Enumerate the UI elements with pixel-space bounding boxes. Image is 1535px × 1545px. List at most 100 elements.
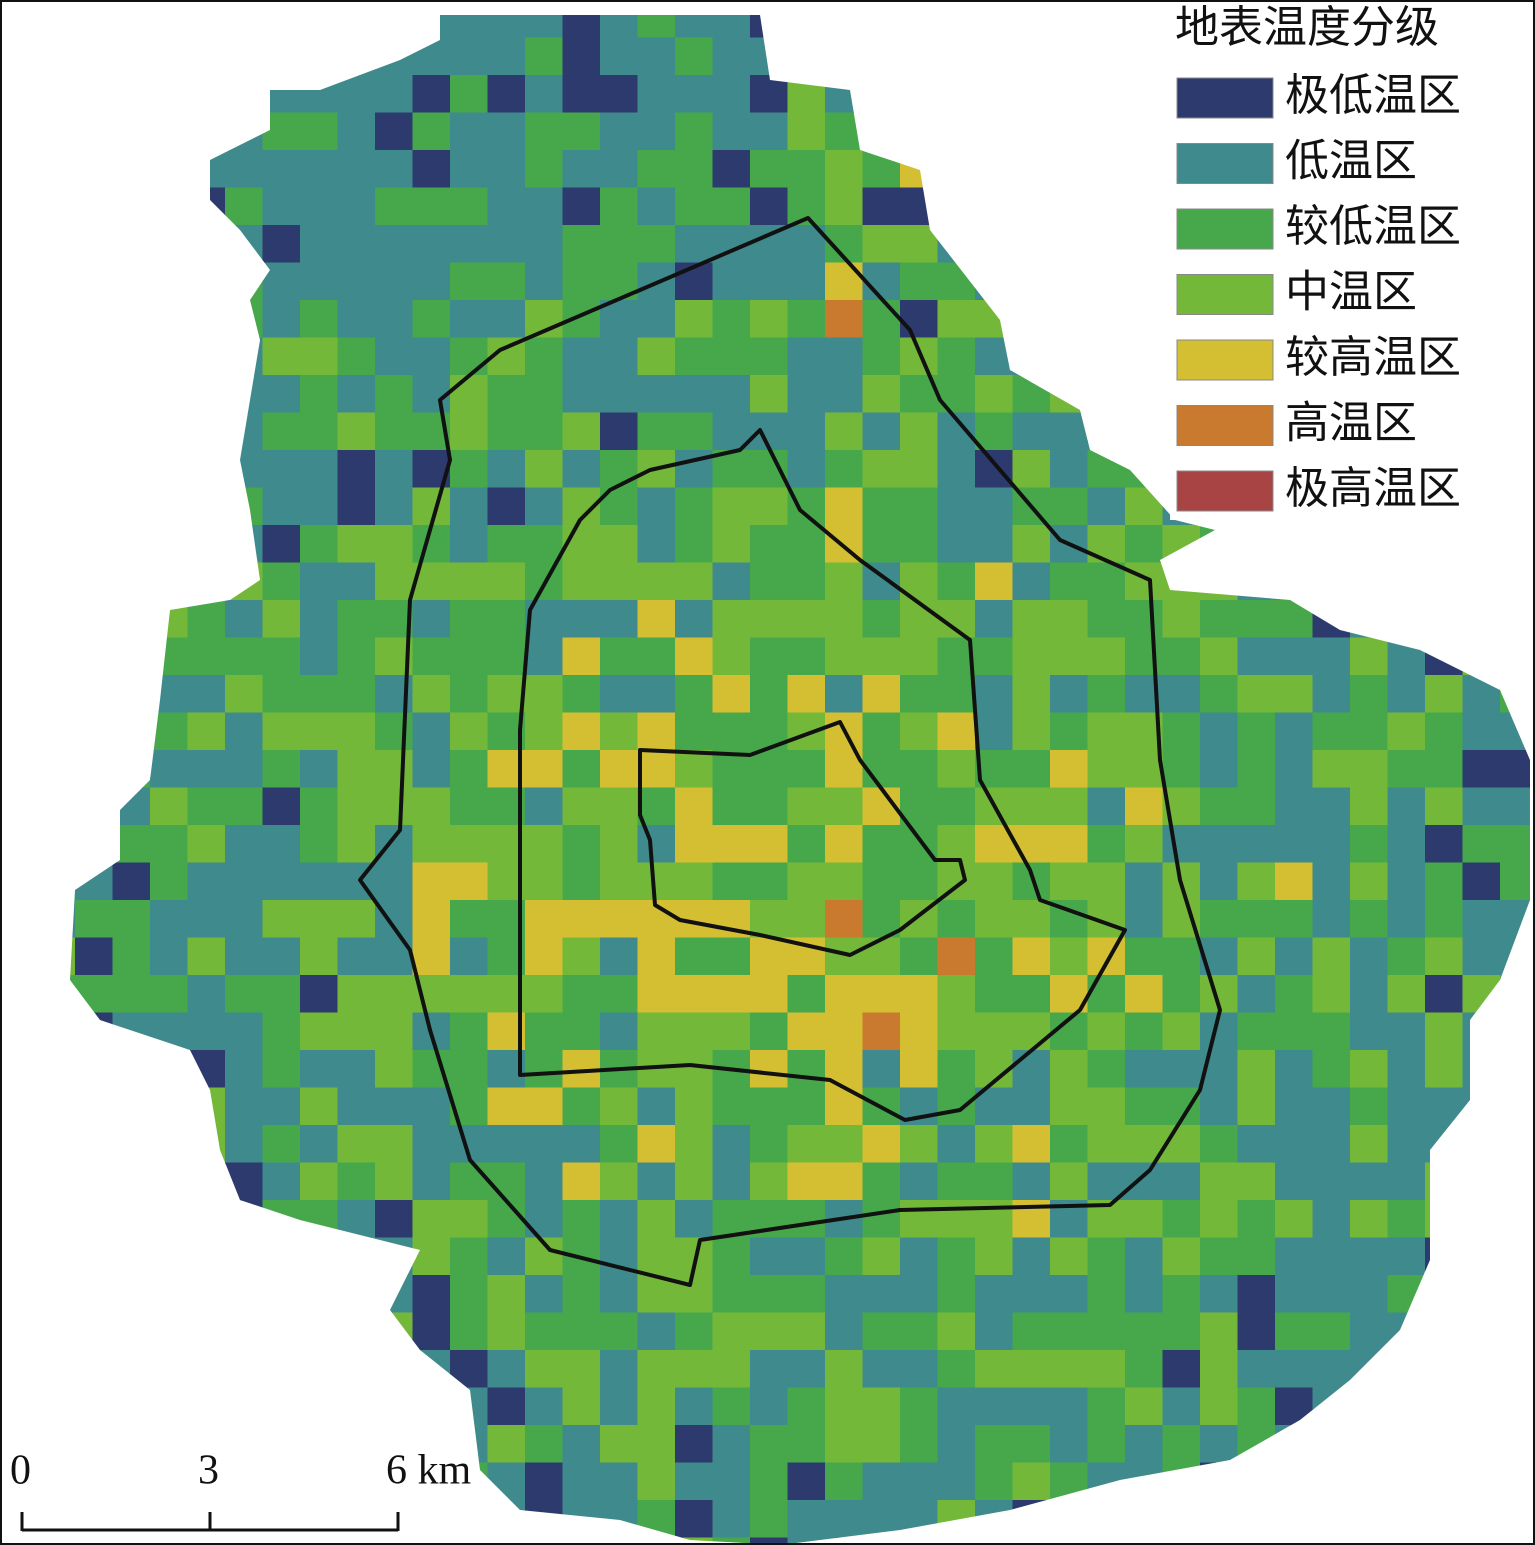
raster-cell [412, 600, 451, 639]
raster-cell [1125, 450, 1164, 489]
raster-cell [187, 862, 226, 901]
raster-cell [450, 562, 489, 601]
raster-cell [375, 1312, 414, 1351]
raster-cell [1200, 1125, 1239, 1164]
raster-cell [787, 750, 826, 789]
raster-cell [1275, 637, 1314, 676]
raster-cell [70, 1050, 76, 1089]
raster-cell [1425, 600, 1464, 639]
raster-cell [1162, 1425, 1201, 1464]
raster-cell [637, 750, 676, 789]
raster-cell [225, 1387, 264, 1426]
raster-cell [450, 862, 489, 901]
raster-cell [412, 937, 451, 976]
raster-cell [1012, 787, 1051, 826]
raster-cell [450, 450, 489, 489]
raster-cell [1012, 1387, 1051, 1426]
raster-cell [1012, 937, 1051, 976]
raster-cell [70, 187, 76, 226]
raster-cell [937, 450, 976, 489]
raster-cell [187, 525, 226, 564]
raster-cell [600, 712, 639, 751]
raster-cell [375, 1387, 414, 1426]
raster-cell [637, 1425, 676, 1464]
raster-cell [412, 862, 451, 901]
raster-cell [600, 375, 639, 414]
raster-cell [1462, 1425, 1501, 1464]
raster-cell [637, 1012, 676, 1051]
raster-cell [1500, 412, 1530, 451]
raster-cell [225, 787, 264, 826]
raster-cell [262, 525, 301, 564]
raster-cell [262, 412, 301, 451]
raster-cell [112, 37, 151, 76]
raster-cell [225, 1125, 264, 1164]
raster-cell [862, 1050, 901, 1089]
raster-cell [1200, 787, 1239, 826]
raster-cell [1387, 1125, 1426, 1164]
raster-cell [562, 187, 601, 226]
raster-cell [1425, 675, 1464, 714]
raster-cell [1312, 1425, 1351, 1464]
raster-cell [150, 225, 189, 264]
raster-cell [712, 1462, 751, 1501]
raster-cell [300, 1050, 339, 1089]
raster-cell [225, 900, 264, 939]
raster-cell [1125, 1312, 1164, 1351]
raster-cell [1012, 675, 1051, 714]
raster-cell [1275, 1275, 1314, 1314]
raster-cell [1275, 1500, 1314, 1539]
raster-cell [150, 1162, 189, 1201]
raster-cell [1125, 75, 1164, 114]
raster-cell [975, 1312, 1014, 1351]
raster-cell [937, 375, 976, 414]
raster-cell [1425, 1275, 1464, 1314]
raster-cell [70, 750, 76, 789]
raster-cell [1012, 75, 1051, 114]
raster-cell [600, 75, 639, 114]
raster-cell [600, 900, 639, 939]
raster-cell [1387, 1237, 1426, 1276]
raster-cell [300, 262, 339, 301]
raster-cell [75, 1162, 114, 1201]
raster-cell [75, 1462, 114, 1501]
raster-cell [300, 225, 339, 264]
raster-cell [900, 15, 939, 39]
raster-cell [787, 150, 826, 189]
raster-cell [150, 487, 189, 526]
raster-cell [487, 675, 526, 714]
raster-cell [300, 375, 339, 414]
raster-cell [787, 1387, 826, 1426]
raster-cell [1087, 1425, 1126, 1464]
raster-cell [1275, 787, 1314, 826]
raster-cell [1237, 750, 1276, 789]
raster-cell [750, 1537, 789, 1545]
raster-cell [337, 412, 376, 451]
raster-cell [937, 1275, 976, 1314]
raster-cell [187, 300, 226, 339]
raster-cell [1387, 825, 1426, 864]
raster-cell [862, 300, 901, 339]
raster-cell [1500, 712, 1530, 751]
raster-cell [150, 187, 189, 226]
raster-cell [150, 300, 189, 339]
raster-cell [787, 1012, 826, 1051]
raster-cell [1050, 450, 1089, 489]
raster-cell [1500, 1050, 1530, 1089]
raster-cell [225, 1087, 264, 1126]
raster-cell [712, 637, 751, 676]
raster-cell [1500, 1200, 1530, 1239]
raster-cell [1200, 1425, 1239, 1464]
raster-cell [225, 1012, 264, 1051]
raster-cell [1087, 1387, 1126, 1426]
raster-cell [450, 937, 489, 976]
raster-cell [750, 675, 789, 714]
raster-cell [1350, 525, 1389, 564]
raster-cell [75, 712, 114, 751]
raster-cell [675, 975, 714, 1014]
raster-cell [600, 150, 639, 189]
raster-cell [375, 1162, 414, 1201]
raster-cell [600, 525, 639, 564]
raster-cell [70, 1087, 76, 1126]
raster-cell [412, 262, 451, 301]
